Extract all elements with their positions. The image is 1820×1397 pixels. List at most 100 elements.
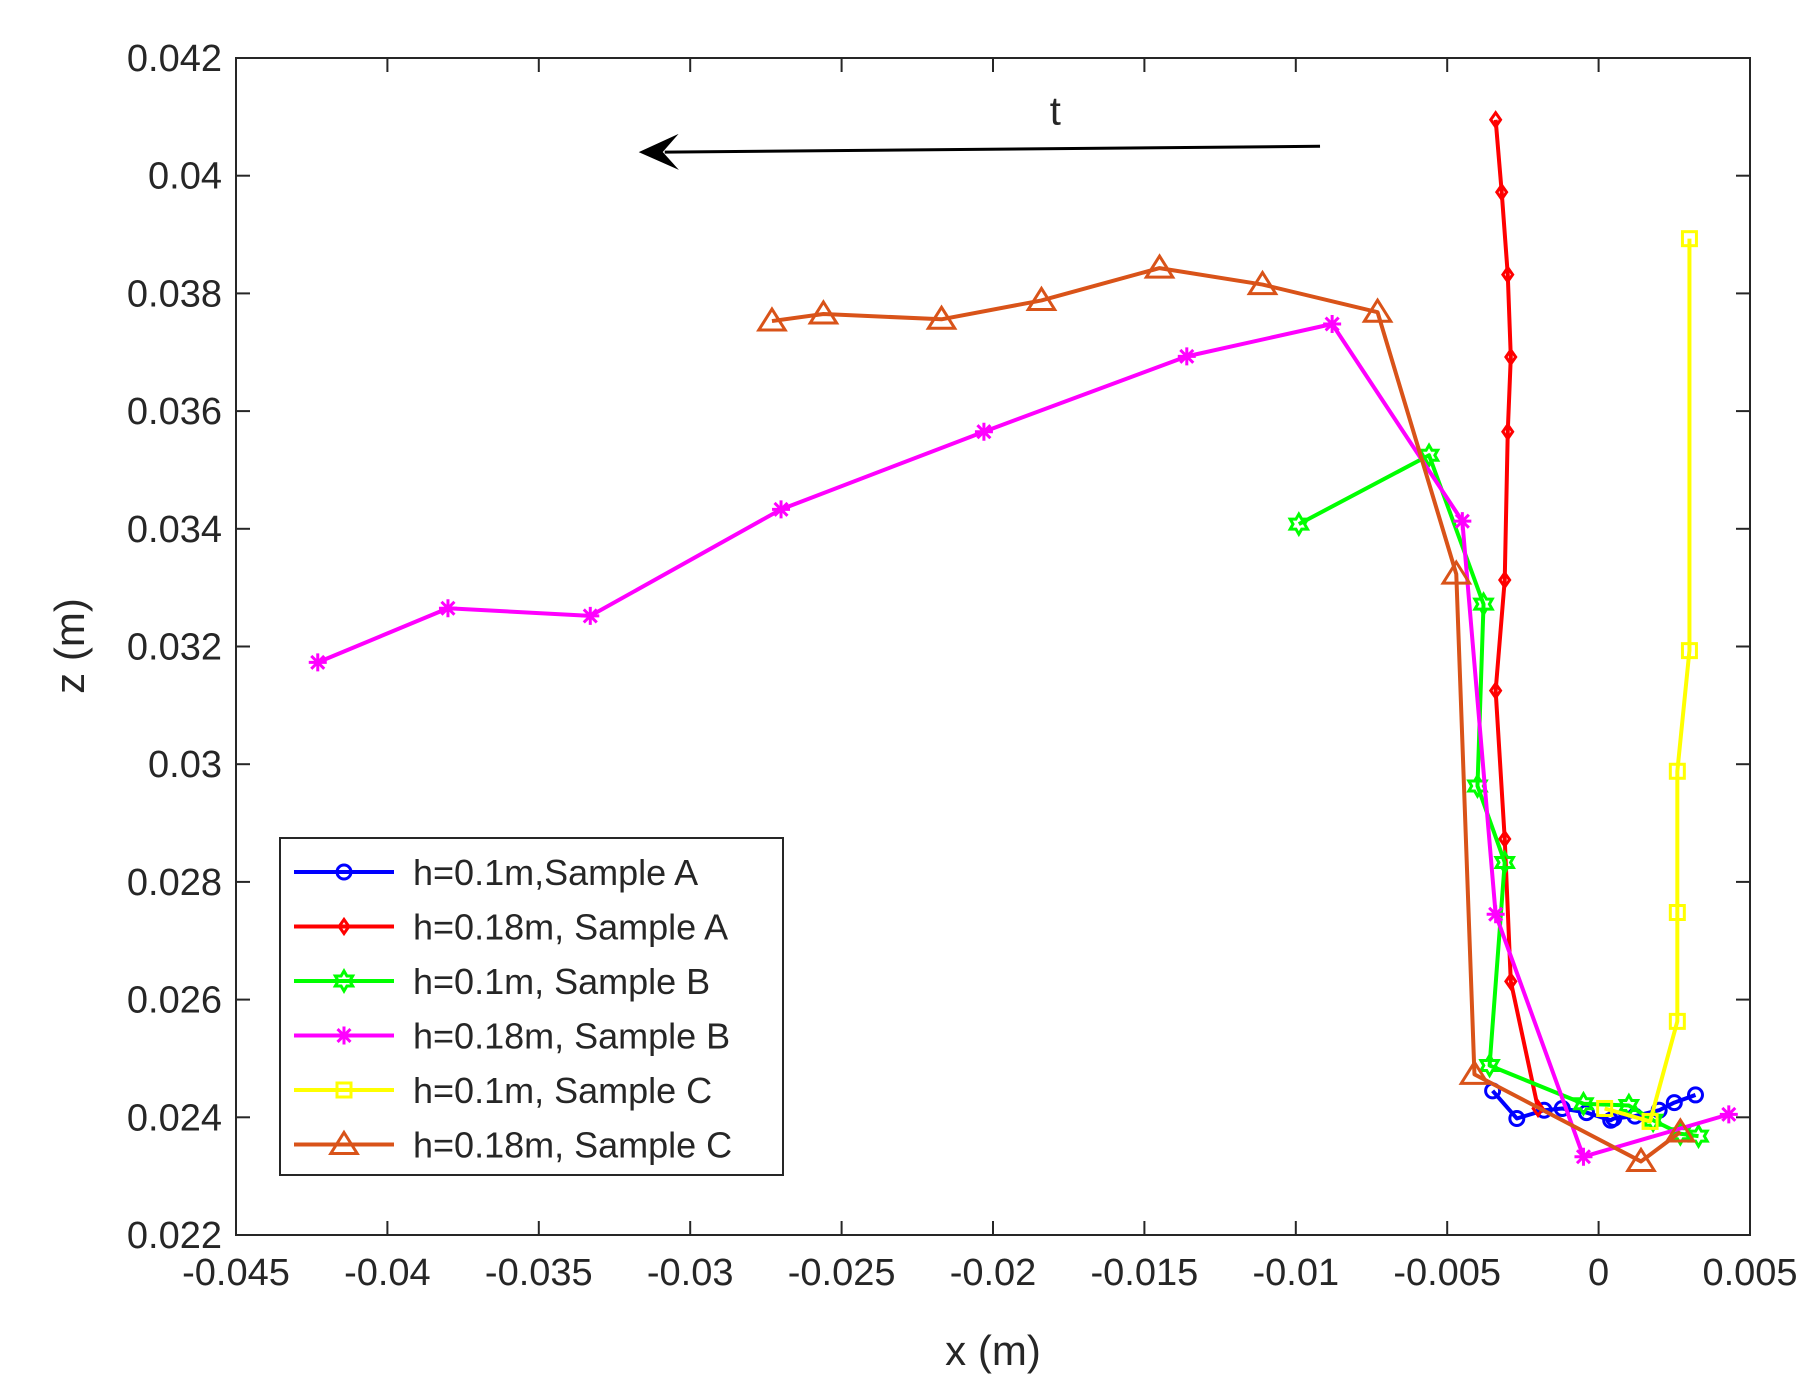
series-2: [1488, 110, 1545, 1119]
data-point: [1501, 264, 1515, 285]
y-tick-label: 0.04: [148, 156, 222, 198]
data-point: [1680, 642, 1698, 660]
legend-marker: [335, 1026, 353, 1045]
data-point: [1453, 512, 1472, 531]
data-point: [1143, 253, 1176, 279]
data-point: [756, 306, 788, 332]
data-point: [1025, 285, 1058, 311]
data-point: [1177, 347, 1196, 366]
y-tick-label: 0.032: [127, 627, 222, 669]
data-point: [1508, 1109, 1526, 1127]
annotation-layer: t: [638, 89, 1321, 170]
data-point: [1488, 110, 1503, 130]
legend-box: [279, 837, 784, 1176]
data-point: [1488, 681, 1503, 701]
x-tick-label: -0.035: [485, 1252, 593, 1294]
x-tick-label: -0.045: [182, 1252, 290, 1294]
data-point: [1668, 762, 1686, 780]
legend: h=0.1m,Sample A h=0.18m, Sample A h=0.1m, …: [279, 837, 784, 1176]
legend-label: h=0.18m, Sample A: [413, 907, 728, 948]
legend-marker: [328, 1129, 360, 1155]
data-point: [1572, 1090, 1595, 1117]
data-point: [1504, 347, 1518, 367]
data-point: [1535, 1101, 1553, 1119]
legend-label: h=0.1m,Sample A: [413, 852, 698, 893]
legend-item: h=0.1m, Sample B: [294, 961, 710, 1002]
y-tick-label: 0.024: [127, 1097, 222, 1139]
time-arrow-label: t: [1050, 89, 1061, 133]
legend-marker: [335, 863, 353, 881]
data-point: [1665, 1094, 1683, 1112]
time-arrow-shaft: [664, 144, 1321, 154]
x-tick-label: -0.01: [1252, 1252, 1339, 1294]
y-tick-label: 0.026: [127, 980, 222, 1022]
data-point: [1493, 849, 1516, 876]
axes-box: [235, 57, 1751, 1236]
data-point: [438, 599, 457, 618]
data-point: [1246, 269, 1279, 296]
x-tick-label: -0.015: [1091, 1252, 1199, 1294]
data-point: [1719, 1105, 1738, 1124]
series-5: [1596, 230, 1698, 1130]
data-point: [1668, 1012, 1686, 1030]
x-tick-label: 0: [1588, 1252, 1609, 1294]
x-tick-label: -0.025: [788, 1252, 896, 1294]
y-tick-label: 0.022: [127, 1215, 222, 1257]
data-point: [974, 422, 993, 441]
data-point: [807, 299, 840, 325]
data-point: [1361, 297, 1394, 323]
data-point: [1574, 1147, 1593, 1166]
data-point: [1596, 1099, 1614, 1117]
y-tick-label: 0.036: [127, 391, 222, 433]
legend-item: h=0.18m, Sample A: [294, 907, 728, 948]
data-point: [1498, 829, 1512, 849]
data-point: [1625, 1146, 1657, 1172]
data-point: [925, 304, 958, 330]
data-point: [581, 606, 600, 625]
data-point: [1687, 1123, 1710, 1150]
data-point: [1501, 422, 1515, 442]
y-tick-label: 0.03: [148, 744, 222, 786]
legend-label: h=0.1m, Sample B: [413, 961, 710, 1002]
series-line: [771, 266, 1682, 1164]
x-tick-label: -0.04: [344, 1252, 431, 1294]
data-point: [1323, 315, 1342, 334]
y-tick-label: 0.028: [127, 862, 222, 904]
legend-label: h=0.18m, Sample B: [413, 1016, 730, 1057]
legend-label: h=0.1m, Sample C: [413, 1070, 712, 1111]
time-arrow-head: [638, 133, 679, 170]
series-line: [1604, 238, 1692, 1124]
data-point: [1641, 1112, 1659, 1130]
legend-marker: [335, 1081, 353, 1099]
data-point: [1686, 1086, 1704, 1104]
data-point: [772, 500, 791, 519]
data-point: [1478, 1052, 1501, 1079]
series-6: [756, 253, 1697, 1172]
y-axis-label: z (m): [46, 598, 93, 694]
x-tick-label: -0.02: [950, 1252, 1037, 1294]
data-point: [1440, 559, 1473, 585]
legend-item: h=0.18m, Sample B: [294, 1016, 730, 1057]
data-point: [1472, 591, 1495, 618]
legend-marker: [337, 916, 351, 937]
x-tick-label: 0.005: [1702, 1252, 1797, 1294]
data-point: [1287, 511, 1311, 538]
data-point: [1504, 971, 1518, 991]
legend-item: h=0.1m, Sample C: [294, 1070, 712, 1111]
y-tick-label: 0.034: [127, 509, 222, 551]
data-point: [1458, 1059, 1491, 1085]
legend-item: h=0.1m,Sample A: [294, 852, 698, 893]
data-point: [1498, 570, 1512, 590]
data-point: [1494, 182, 1509, 202]
series-line: [1493, 119, 1540, 1109]
data-point: [1669, 1120, 1692, 1147]
x-tick-label: -0.005: [1393, 1252, 1501, 1294]
ticks-layer: -0.045 -0.04 -0.035 -0.03 -0.025 -0.02 -0.015 -…: [127, 38, 1798, 1294]
legend-label: h=0.18m, Sample C: [413, 1125, 732, 1166]
data-point: [1664, 1117, 1697, 1143]
series-layer: [308, 110, 1738, 1172]
data-point: [1668, 904, 1686, 922]
legend-item: h=0.18m, Sample C: [294, 1125, 732, 1166]
data-point: [1486, 905, 1505, 924]
